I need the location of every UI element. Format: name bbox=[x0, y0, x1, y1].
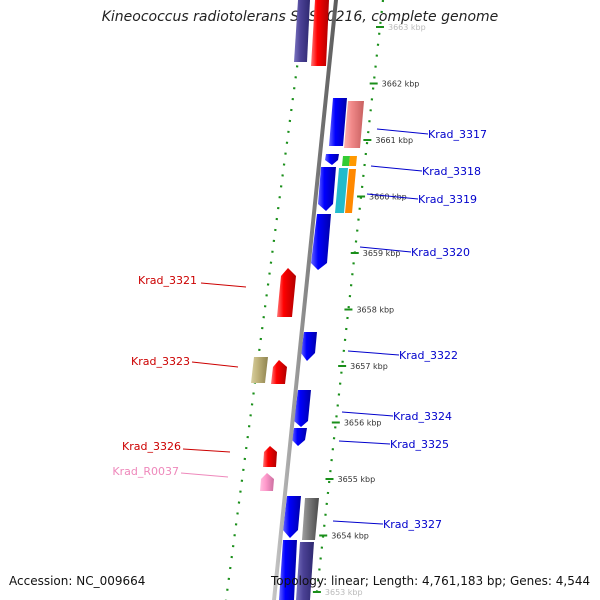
gene-block-krad-3327 bbox=[283, 496, 301, 538]
gene-block-krad-3324 bbox=[294, 390, 311, 427]
gene-block bbox=[302, 498, 319, 540]
gene-block-krad-3326 bbox=[263, 446, 277, 467]
gene-label: Krad_3318 bbox=[422, 165, 481, 178]
gene-block bbox=[294, 0, 310, 62]
gene-block-krad-r0037 bbox=[260, 473, 274, 491]
scale-label: 3661 kbp bbox=[375, 136, 413, 145]
scale-label: 3653 kbp bbox=[325, 588, 363, 597]
scale-label: 3657 kbp bbox=[350, 362, 388, 371]
gene-block-krad-3321 bbox=[277, 268, 296, 317]
gene-block-krad-3325 bbox=[292, 428, 307, 446]
scale-label: 3663 kbp bbox=[388, 23, 426, 32]
gene-block bbox=[296, 542, 314, 600]
guide-lines bbox=[224, 0, 385, 600]
genome-backbone bbox=[272, 0, 338, 600]
gene-label: Krad_3325 bbox=[390, 438, 449, 451]
gene-block bbox=[344, 101, 364, 148]
gene-label: Krad_3326 bbox=[122, 440, 181, 453]
scale-label: 3660 kbp bbox=[369, 193, 407, 202]
gene-block bbox=[335, 168, 348, 213]
scale-label: 3654 kbp bbox=[331, 532, 369, 541]
gene-label: Krad_3320 bbox=[411, 246, 470, 259]
gene-label: Krad_3327 bbox=[383, 518, 442, 531]
scale-label: 3655 kbp bbox=[338, 475, 376, 484]
gene-block-krad-3317 bbox=[329, 98, 347, 146]
accession-label: Accession: NC_009664 bbox=[9, 574, 146, 588]
gene-leaders bbox=[180, 128, 429, 525]
gene-block-krad-3322 bbox=[301, 332, 317, 361]
scale-label: 3662 kbp bbox=[382, 80, 420, 89]
gene-labels: Krad_3317 Krad_3318 Krad_3319 Krad_3320 … bbox=[112, 128, 487, 531]
scale-label: 3656 kbp bbox=[344, 419, 382, 428]
gene-block bbox=[345, 169, 356, 213]
gene-label: Krad_R0037 bbox=[112, 465, 179, 478]
gene-block bbox=[349, 156, 357, 166]
gene-label: Krad_3319 bbox=[418, 193, 477, 206]
gene-glyphs bbox=[251, 0, 364, 600]
gene-block bbox=[271, 360, 287, 384]
gene-block-krad-3319 bbox=[318, 167, 336, 211]
scale-label: 3658 kbp bbox=[356, 306, 394, 315]
gene-label: Krad_3322 bbox=[399, 349, 458, 362]
gene-block bbox=[279, 540, 297, 600]
gene-block bbox=[342, 156, 350, 166]
gene-label: Krad_3317 bbox=[428, 128, 487, 141]
gene-block bbox=[311, 0, 329, 66]
gene-label: Krad_3321 bbox=[138, 274, 197, 287]
scale-ticks: 3663 kbp 3662 kbp 3661 kbp 3660 kbp 3659 kbp… bbox=[312, 23, 426, 597]
gene-block-krad-3323 bbox=[251, 357, 268, 383]
gene-label: Krad_3324 bbox=[393, 410, 452, 423]
gene-block-krad-3318 bbox=[325, 154, 339, 165]
scale-label: 3659 kbp bbox=[363, 249, 401, 258]
gene-block-krad-3320 bbox=[311, 214, 331, 270]
genome-summary: Topology: linear; Length: 4,761,183 bp; … bbox=[271, 574, 591, 588]
gene-label: Krad_3323 bbox=[131, 355, 190, 368]
